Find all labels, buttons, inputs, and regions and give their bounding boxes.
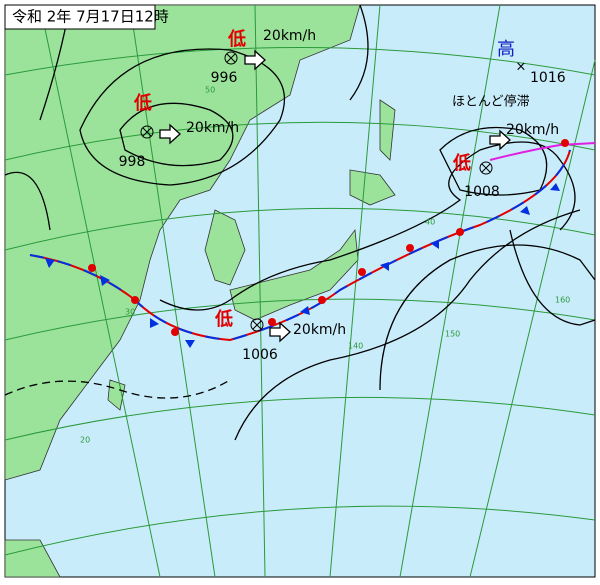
low-symbol: 低 (227, 28, 246, 50)
low-center (140, 125, 154, 139)
low-motion: 20km/h (293, 322, 346, 338)
low-motion: 20km/h (263, 28, 316, 44)
grid-label: 20 (80, 436, 90, 445)
low-center (224, 51, 238, 65)
low-center-x (252, 320, 262, 330)
low-motion: 20km/h (186, 120, 239, 136)
low-symbol: 低 (214, 308, 233, 330)
grid-label: 140 (348, 342, 363, 351)
grid-label: 50 (205, 86, 215, 95)
low-center-x (226, 53, 236, 63)
high-pressure: 1016 (530, 70, 566, 86)
low-symbol: 低 (452, 152, 471, 174)
motion-arrow (489, 129, 511, 151)
title-box (4, 4, 156, 30)
land (4, 4, 396, 578)
low-center-x (142, 127, 152, 137)
low-motion: 20km/h (506, 122, 559, 138)
grid-label: 40 (425, 218, 435, 227)
low-center-x (481, 163, 491, 173)
low-center (250, 318, 264, 332)
grid-label: 30 (125, 308, 135, 317)
motion-arrow (159, 123, 181, 145)
low-pressure: 1006 (242, 347, 278, 363)
high-symbol: 高 (497, 39, 515, 60)
motion-arrow (269, 321, 291, 343)
high-center: × (516, 60, 527, 75)
grid-label: 160 (555, 296, 570, 305)
low-pressure: 998 (119, 154, 146, 170)
map-title: 令和 2年 7月17日12時 (12, 8, 169, 26)
isobars (4, 4, 596, 441)
low-center (479, 161, 493, 175)
low-pressure: 996 (211, 70, 238, 86)
fronts (29, 139, 596, 348)
high-motion: ほとんど停滞 (452, 94, 530, 110)
motion-arrow (244, 49, 266, 71)
low-pressure: 1008 (464, 184, 500, 200)
low-symbol: 低 (133, 92, 152, 114)
lat-lon-grid (4, 4, 596, 578)
grid-label: 150 (445, 330, 460, 339)
